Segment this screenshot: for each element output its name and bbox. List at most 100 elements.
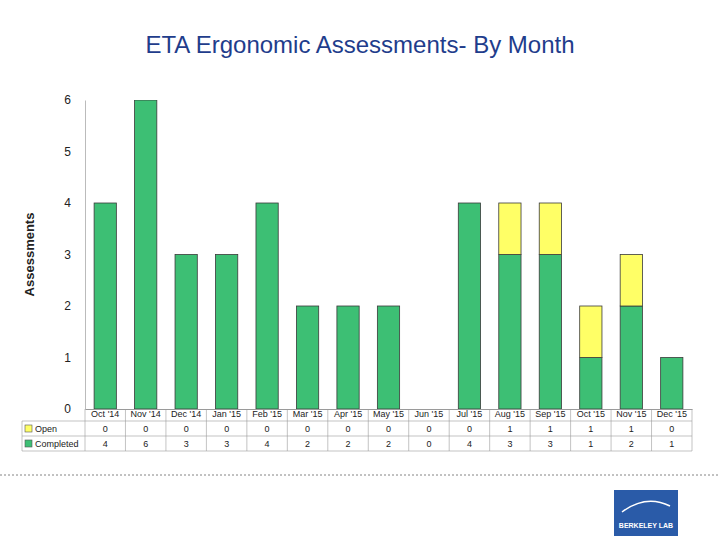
table-value: 2 bbox=[305, 439, 310, 449]
table-line bbox=[85, 409, 86, 451]
x-tick: Aug '15 bbox=[495, 409, 525, 419]
table-value: 3 bbox=[184, 439, 189, 449]
x-tick: May '15 bbox=[373, 409, 404, 419]
bar bbox=[499, 203, 521, 255]
table-value: 2 bbox=[386, 439, 391, 449]
y-tick-label: 4 bbox=[64, 196, 71, 210]
bar bbox=[135, 100, 157, 409]
legend-label: Open bbox=[35, 424, 57, 434]
table-line bbox=[125, 409, 126, 451]
y-tick-label: 0 bbox=[64, 402, 71, 416]
table-line bbox=[327, 409, 328, 451]
x-tick: Feb '15 bbox=[252, 409, 282, 419]
table-line bbox=[287, 409, 288, 451]
y-tick: 2 bbox=[64, 299, 85, 313]
x-tick-label: Jul '15 bbox=[457, 409, 483, 419]
bar bbox=[296, 306, 318, 409]
table-value: 0 bbox=[305, 424, 310, 434]
table-line bbox=[692, 409, 693, 451]
table-line bbox=[22, 451, 692, 452]
table-value: 1 bbox=[507, 424, 512, 434]
table-value: 3 bbox=[224, 439, 229, 449]
x-tick-label: Jun '15 bbox=[415, 409, 444, 419]
table-line bbox=[611, 409, 612, 451]
y-tick: 6 bbox=[64, 93, 85, 107]
bar bbox=[539, 255, 561, 410]
x-tick-label: Oct '14 bbox=[91, 409, 119, 419]
x-tick: Jun '15 bbox=[415, 409, 444, 419]
table-value: 0 bbox=[103, 424, 108, 434]
x-tick: Jan '15 bbox=[212, 409, 241, 419]
x-tick-label: Apr '15 bbox=[334, 409, 362, 419]
x-tick-label: Dec '15 bbox=[657, 409, 687, 419]
bar bbox=[337, 306, 359, 409]
table-value: 0 bbox=[224, 424, 229, 434]
table-value: 3 bbox=[507, 439, 512, 449]
y-tick-label: 6 bbox=[64, 93, 71, 107]
y-tick-label: 2 bbox=[64, 299, 71, 313]
table-line bbox=[206, 409, 207, 451]
bar bbox=[620, 255, 642, 307]
x-tick: Oct '14 bbox=[91, 409, 119, 419]
bar bbox=[94, 203, 116, 409]
table-value: 2 bbox=[629, 439, 634, 449]
x-tick-label: May '15 bbox=[373, 409, 404, 419]
x-tick: Nov '14 bbox=[131, 409, 161, 419]
x-tick: Mar '15 bbox=[293, 409, 323, 419]
y-axis-title: Assessments bbox=[22, 213, 37, 297]
legend-swatch bbox=[25, 425, 32, 432]
table-line bbox=[246, 409, 247, 451]
table-value: 0 bbox=[467, 424, 472, 434]
y-tick: 3 bbox=[64, 248, 85, 262]
x-tick-label: Aug '15 bbox=[495, 409, 525, 419]
y-tick: 4 bbox=[64, 196, 85, 210]
table-value: 0 bbox=[426, 439, 431, 449]
table-line bbox=[570, 409, 571, 451]
table-value: 4 bbox=[103, 439, 108, 449]
table-line bbox=[449, 409, 450, 451]
table-value: 0 bbox=[265, 424, 270, 434]
table-value: 1 bbox=[588, 424, 593, 434]
x-tick: Nov '15 bbox=[616, 409, 646, 419]
table-line bbox=[408, 409, 409, 451]
data-table: Open000000000011110Completed463342220433… bbox=[22, 409, 692, 451]
y-tick: 1 bbox=[64, 351, 85, 365]
table-value: 0 bbox=[346, 424, 351, 434]
x-tick-label: Nov '14 bbox=[131, 409, 161, 419]
table-value: 0 bbox=[426, 424, 431, 434]
x-tick-label: Sep '15 bbox=[535, 409, 565, 419]
legend-label: Completed bbox=[35, 439, 79, 449]
bar bbox=[580, 306, 602, 358]
bar bbox=[620, 306, 642, 409]
table-value: 0 bbox=[386, 424, 391, 434]
y-tick-label: 1 bbox=[64, 351, 71, 365]
x-tick: Oct '15 bbox=[577, 409, 605, 419]
x-tick-label: Feb '15 bbox=[252, 409, 282, 419]
table-line bbox=[489, 409, 490, 451]
bar bbox=[175, 255, 197, 410]
x-tick-label: Oct '15 bbox=[577, 409, 605, 419]
bar bbox=[580, 358, 602, 410]
title: ETA Ergonomic Assessments- By Month bbox=[145, 31, 574, 58]
table-value: 0 bbox=[669, 424, 674, 434]
table-value: 4 bbox=[265, 439, 270, 449]
bar bbox=[377, 306, 399, 409]
logo-text: BERKELEY LAB bbox=[619, 522, 673, 529]
y-tick: 5 bbox=[64, 145, 85, 159]
chart: ETA Ergonomic Assessments- By Month Asses… bbox=[0, 0, 720, 540]
x-tick: Sep '15 bbox=[535, 409, 565, 419]
x-axis: Oct '14Nov '14Dec '14Jan '15Feb '15Mar '… bbox=[86, 409, 693, 419]
x-tick: Dec '15 bbox=[657, 409, 687, 419]
table-line bbox=[165, 409, 166, 451]
table-value: 0 bbox=[143, 424, 148, 434]
table-value: 6 bbox=[143, 439, 148, 449]
bar bbox=[216, 255, 238, 410]
table-value: 1 bbox=[588, 439, 593, 449]
table-value: 1 bbox=[629, 424, 634, 434]
y-tick: 0 bbox=[64, 402, 85, 416]
x-tick-label: Jan '15 bbox=[212, 409, 241, 419]
x-tick: Apr '15 bbox=[334, 409, 362, 419]
x-tick: Jul '15 bbox=[457, 409, 483, 419]
bars bbox=[94, 100, 683, 409]
y-axis-line bbox=[85, 101, 86, 410]
